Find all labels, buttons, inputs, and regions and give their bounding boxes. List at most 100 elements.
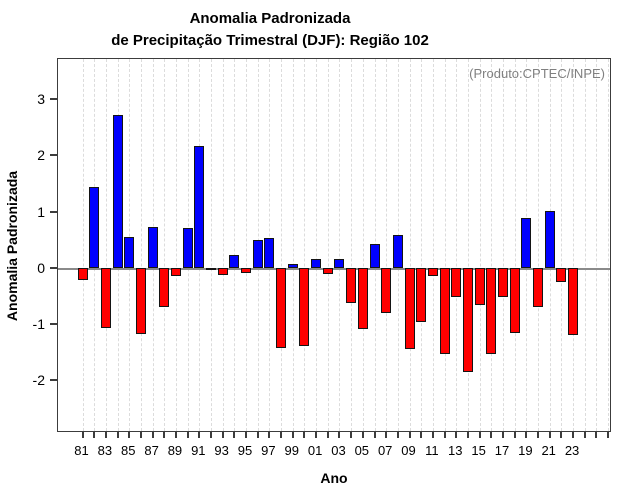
y-axis-tick xyxy=(50,266,57,269)
bar-1999 xyxy=(287,264,298,268)
gridline xyxy=(608,59,610,431)
x-axis-tick xyxy=(93,432,96,438)
x-axis-tick xyxy=(513,432,516,438)
bar-1990 xyxy=(182,227,193,268)
x-axis-tick xyxy=(338,432,341,438)
gridline xyxy=(316,59,318,431)
x-axis-tick xyxy=(128,432,131,438)
x-axis-tick xyxy=(81,432,84,438)
bar-2013 xyxy=(451,267,462,298)
y-axis-tick xyxy=(50,98,57,101)
x-axis-tick xyxy=(163,432,166,438)
x-axis-tick xyxy=(607,432,610,438)
x-axis-tick xyxy=(408,432,411,438)
bar-2015 xyxy=(474,267,485,305)
bar-2005 xyxy=(357,267,368,329)
y-axis-tick-label: -1 xyxy=(32,315,45,332)
gridline xyxy=(502,59,504,431)
x-axis-tick-label: 85 xyxy=(120,443,136,458)
x-axis-tick xyxy=(431,432,434,438)
gridline xyxy=(421,59,423,431)
gridline xyxy=(234,59,236,431)
x-axis-tick xyxy=(221,432,224,438)
chart-title-line2: de Precipitação Trimestral (DJF): Região… xyxy=(111,32,429,49)
x-axis-tick xyxy=(361,432,364,438)
x-axis-tick xyxy=(174,432,177,438)
chart-title-line1: Anomalia Padronizada xyxy=(189,10,351,27)
bar-1996 xyxy=(252,240,263,268)
bar-2012 xyxy=(439,267,450,354)
bar-1989 xyxy=(170,267,181,277)
gridline xyxy=(584,59,586,431)
gridline xyxy=(444,59,446,431)
chart-title: Anomalia Padronizada de Precipitação Tri… xyxy=(0,8,540,52)
bar-1985 xyxy=(124,236,135,268)
y-axis-tick-label: 2 xyxy=(37,147,45,164)
x-axis-tick xyxy=(209,432,212,438)
bar-2008 xyxy=(392,235,403,268)
x-axis-tick xyxy=(315,432,318,438)
y-axis-tick-label: 3 xyxy=(37,91,45,108)
bar-1987 xyxy=(147,227,158,268)
x-axis-tick-label: 17 xyxy=(494,443,510,458)
gridline xyxy=(246,59,248,431)
gridline xyxy=(327,59,329,431)
bar-2000 xyxy=(299,267,310,346)
x-axis-tick-label: 21 xyxy=(541,443,556,458)
x-axis-tick-label: 15 xyxy=(471,443,486,458)
x-axis-tick xyxy=(443,432,446,438)
bar-2007 xyxy=(381,267,392,313)
bar-1995 xyxy=(241,267,252,273)
x-axis-tick-label: 01 xyxy=(307,443,323,458)
y-axis-tick xyxy=(50,322,57,325)
x-axis-tick-label: 11 xyxy=(425,443,439,458)
bar-2006 xyxy=(369,243,380,268)
x-axis-tick xyxy=(233,432,236,438)
bar-2017 xyxy=(497,267,508,298)
x-axis-tick xyxy=(326,432,329,438)
bar-2014 xyxy=(462,267,473,373)
x-axis-tick xyxy=(396,432,399,438)
gridline xyxy=(304,59,306,431)
x-axis-tick-label: 81 xyxy=(74,443,89,458)
bar-2016 xyxy=(486,267,497,354)
gridline xyxy=(210,59,212,431)
bar-2010 xyxy=(416,267,427,322)
bar-2022 xyxy=(556,267,567,282)
x-axis-tick xyxy=(420,432,423,438)
y-axis-tick-label: -2 xyxy=(32,372,45,389)
gridline xyxy=(175,59,177,431)
gridline xyxy=(538,59,540,431)
x-axis-tick-label: 07 xyxy=(377,443,393,458)
bar-1986 xyxy=(135,267,146,334)
x-axis-tick-label: 03 xyxy=(331,443,346,458)
gridline xyxy=(573,59,575,431)
x-axis-tick-label: 93 xyxy=(214,443,229,458)
x-axis-tick-label: 99 xyxy=(284,443,299,458)
x-axis-tick xyxy=(537,432,540,438)
gridline xyxy=(362,59,364,431)
bar-2011 xyxy=(427,267,438,277)
gridline xyxy=(339,59,341,431)
bar-2001 xyxy=(311,259,322,268)
x-axis-tick-label: 09 xyxy=(401,443,416,458)
y-axis-tick-label: 1 xyxy=(37,203,45,220)
x-axis-tick xyxy=(350,432,353,438)
x-axis-tick xyxy=(245,432,248,438)
x-axis-tick xyxy=(291,432,294,438)
bar-1997 xyxy=(264,237,275,268)
x-axis-tick xyxy=(560,432,563,438)
x-axis-tick xyxy=(268,432,271,438)
x-axis-tick xyxy=(116,432,119,438)
x-axis-tick xyxy=(104,432,107,438)
bar-1992 xyxy=(205,267,216,270)
bar-2009 xyxy=(404,267,415,350)
x-axis-tick xyxy=(139,432,142,438)
x-axis-tick xyxy=(466,432,469,438)
gridline xyxy=(432,59,434,431)
bar-2018 xyxy=(509,267,520,333)
bar-1981 xyxy=(77,267,88,281)
plot-area xyxy=(57,58,611,432)
x-axis-tick xyxy=(583,432,586,438)
